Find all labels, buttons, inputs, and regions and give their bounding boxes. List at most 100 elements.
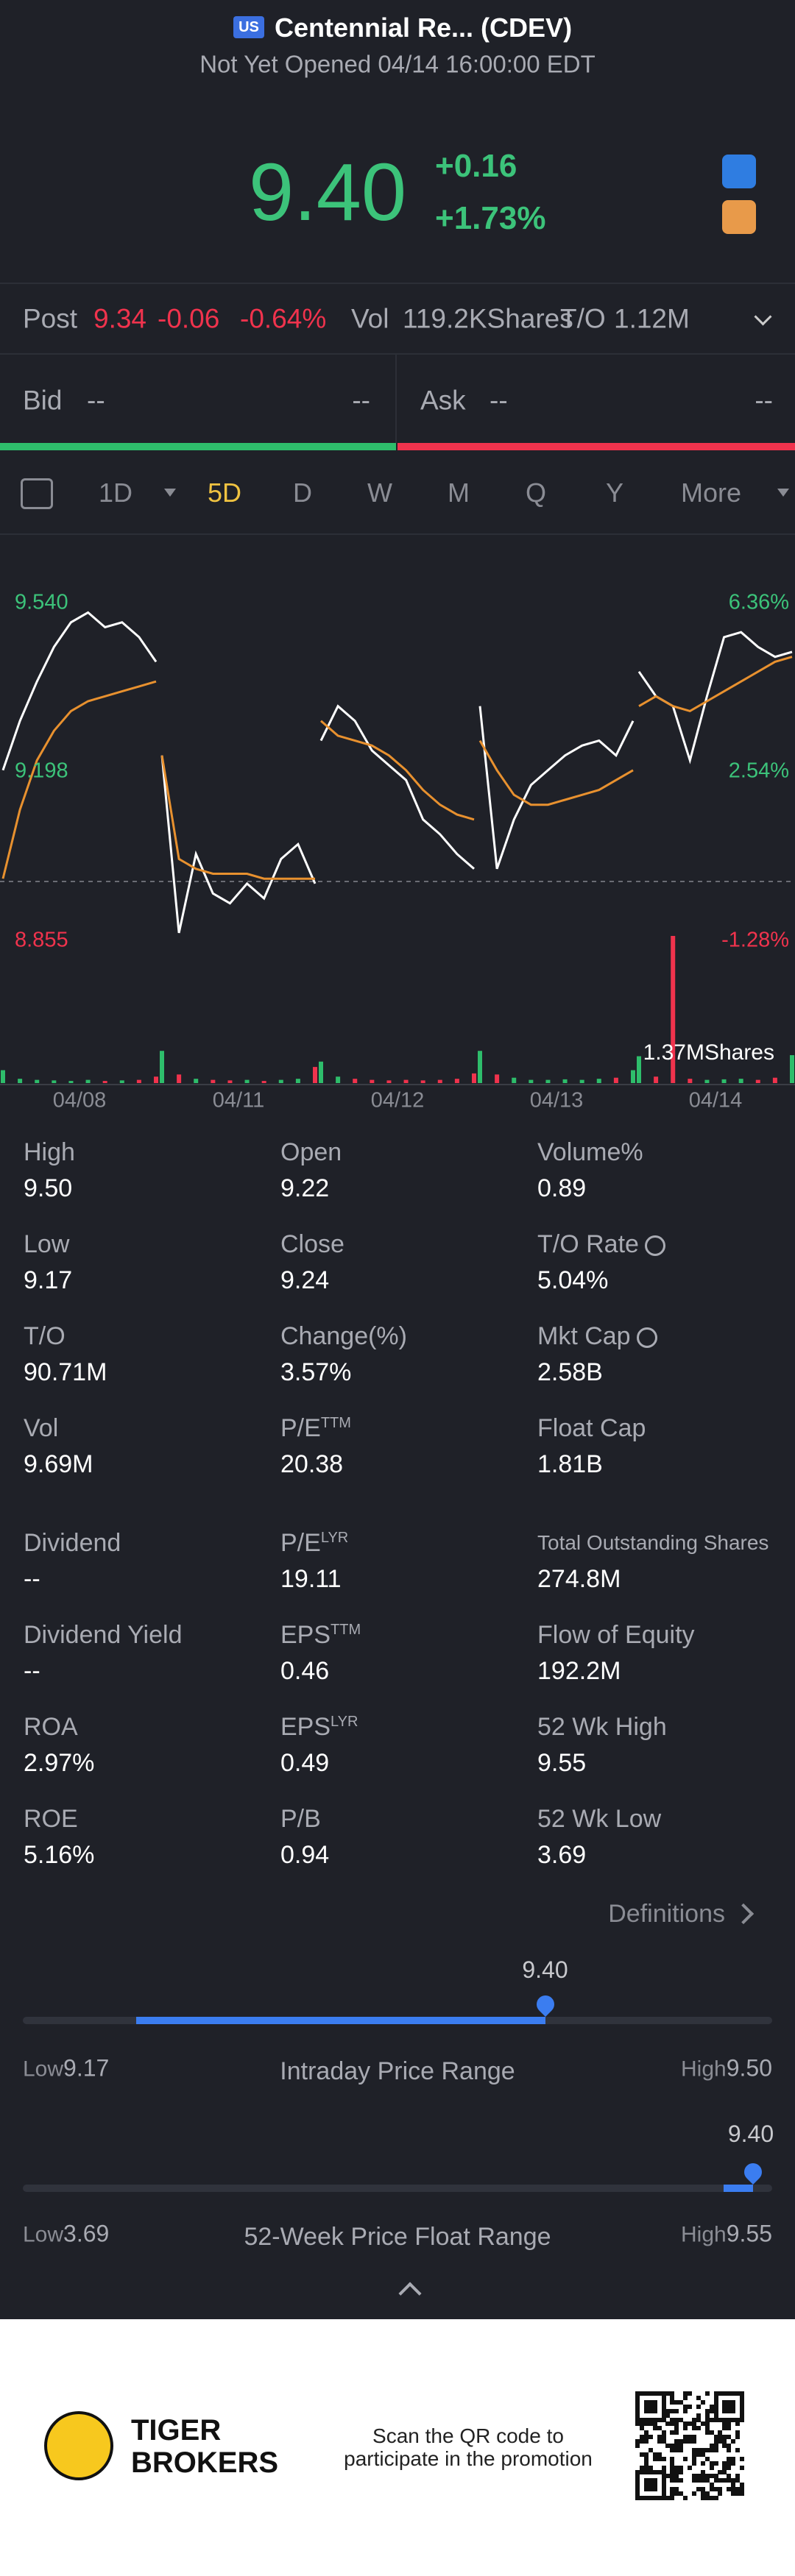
qr-cell [683, 2456, 688, 2461]
qr-cell [691, 2421, 696, 2427]
ask-size: -- [755, 385, 773, 416]
stat-label-sup: TTM [320, 1414, 351, 1431]
period-tab[interactable]: D [293, 478, 312, 508]
y-tick-label: 9.198 [15, 759, 68, 783]
ask-bar [398, 443, 795, 450]
range-high-label: High [681, 2057, 727, 2082]
qr-cell [727, 2465, 732, 2470]
qr-cell [670, 2496, 675, 2501]
qr-cell [740, 2399, 745, 2405]
qr-cell [709, 2447, 714, 2452]
qr-cell [709, 2404, 714, 2409]
qr-cell [643, 2391, 649, 2396]
period-tab[interactable]: M [448, 478, 470, 508]
qr-cell [704, 2413, 710, 2418]
qr-cell [713, 2435, 718, 2440]
dropdown-arrow[interactable] [777, 489, 789, 497]
qr-cell [691, 2456, 696, 2461]
qr-cell [704, 2447, 710, 2452]
period-tab[interactable]: W [367, 478, 392, 508]
qr-cell [731, 2408, 736, 2413]
qr-cell [691, 2426, 696, 2431]
layout-icon[interactable] [21, 478, 53, 509]
separator [0, 533, 795, 535]
x-tick-label: 04/13 [529, 1088, 584, 1113]
brand-name: BROKERS [131, 2447, 279, 2479]
qr-cell [713, 2395, 718, 2400]
stat-label-text: Flow of Equity [537, 1621, 695, 1649]
qr-cell [665, 2444, 671, 2449]
stat-value: 9.17 [24, 1266, 73, 1294]
stat-value: 20.38 [280, 1450, 344, 1478]
volume-bar [102, 1081, 107, 1083]
volume-bar [295, 1079, 300, 1083]
market-status: Not Yet Opened 04/14 16:00:00 EDT [199, 50, 596, 78]
qr-cell [661, 2456, 666, 2461]
qr-cell [652, 2417, 657, 2422]
volume-bar [738, 1079, 743, 1083]
qr-cell [700, 2460, 705, 2466]
qr-cell [661, 2496, 666, 2501]
period-tab[interactable]: Y [605, 478, 624, 508]
qr-cell [727, 2399, 732, 2405]
qr-cell [657, 2417, 662, 2422]
volume-bar [85, 1079, 91, 1083]
qr-cell [735, 2487, 741, 2492]
range-high: High9.50 [681, 2057, 772, 2081]
stat-label-sup: TTM [331, 1621, 361, 1638]
last-price: 9.40 [248, 147, 407, 238]
qr-cell [735, 2417, 741, 2422]
volume-bar [336, 1076, 341, 1083]
info-icon[interactable] [636, 1327, 657, 1349]
qr-cell [691, 2460, 696, 2466]
volume-bar [353, 1079, 358, 1083]
qr-cell [679, 2478, 684, 2483]
post-to-label: T/O [560, 303, 606, 334]
period-tab[interactable]: 5D [207, 478, 242, 508]
dropdown-arrow[interactable] [164, 489, 176, 497]
qr-cell [740, 2491, 745, 2497]
qr-cell [643, 2439, 649, 2444]
qr-cell [700, 2478, 705, 2483]
qr-cell [635, 2469, 640, 2474]
period-tab[interactable]: More [680, 478, 742, 508]
qr-cell [670, 2447, 675, 2452]
qr-cell [683, 2395, 688, 2400]
qr-cell [639, 2435, 644, 2440]
qr-cell [709, 2474, 714, 2479]
qr-cell [704, 2474, 710, 2479]
qr-cell [691, 2439, 696, 2444]
qr-cell [670, 2395, 675, 2400]
qr-cell [635, 2391, 640, 2396]
post-to: 1.12M [614, 303, 690, 334]
qr-code[interactable] [635, 2391, 745, 2501]
volume-bar [654, 1076, 659, 1083]
period-tab[interactable]: Q [525, 478, 547, 508]
qr-cell [635, 2395, 640, 2400]
stat-value: 192.2M [537, 1657, 621, 1685]
qr-cell [652, 2452, 657, 2457]
definitions-link[interactable]: Definitions [608, 1900, 725, 1928]
learn-icon[interactable] [722, 200, 756, 234]
range-title: 52-Week Price Float Range [244, 2223, 551, 2251]
qr-cell [731, 2399, 736, 2405]
period-tab[interactable]: 1D [98, 478, 133, 508]
qr-cell [683, 2408, 688, 2413]
qr-cell [679, 2439, 684, 2444]
volume-bar [790, 1055, 794, 1083]
qr-cell [718, 2469, 723, 2474]
qr-cell [688, 2404, 693, 2409]
quick-trade-icon[interactable] [722, 155, 756, 188]
stat-value: 2.97% [24, 1749, 95, 1777]
pct-tick-label: 6.36% [728, 590, 789, 614]
qr-cell [635, 2413, 640, 2418]
stat-label-text: High [24, 1138, 75, 1166]
qr-cell [709, 2483, 714, 2488]
range-high-label: High [681, 2222, 727, 2247]
qr-cell [735, 2391, 741, 2396]
info-icon[interactable] [644, 1235, 665, 1257]
range-current: 9.40 [727, 2121, 774, 2147]
volume-bar [688, 1079, 693, 1083]
qr-cell [713, 2460, 718, 2466]
post-vol-label: Vol [351, 303, 389, 334]
